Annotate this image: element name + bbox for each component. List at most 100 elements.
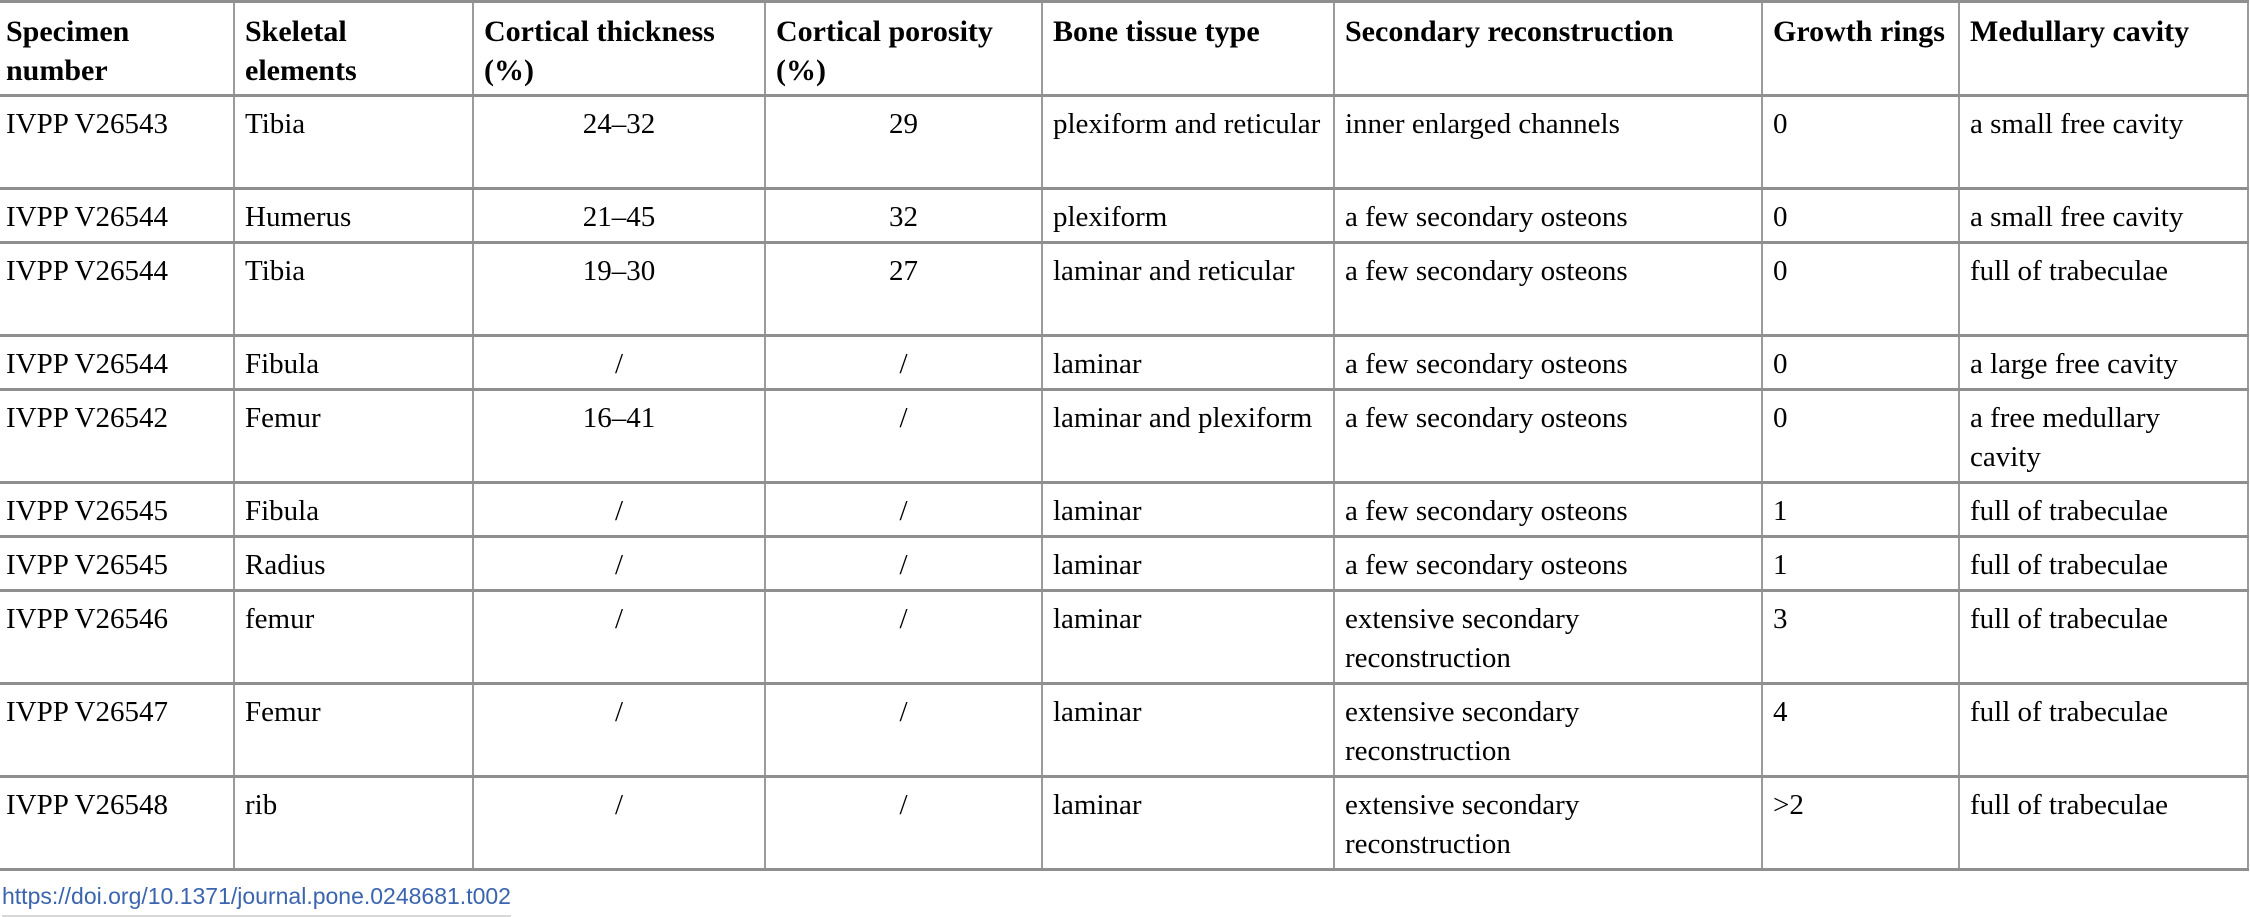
cell-cortical-thickness: 16–41 [472, 388, 765, 483]
col-header-growth-rings: Growth rings [1761, 0, 1959, 96]
cell-bone-tissue-type: plexiform and reticular [1041, 94, 1334, 189]
col-header-medullary-cavity: Medullary cavity [1958, 0, 2249, 96]
cell-specimen-number: IVPP V26543 [0, 94, 234, 189]
col-header-secondary-reconstruction: Secondary reconstruction [1333, 0, 1762, 96]
cell-skeletal-element: Tibia [233, 94, 473, 189]
cell-secondary-reconstruction: a few secondary osteons [1333, 334, 1762, 390]
cell-skeletal-element: Radius [233, 535, 473, 591]
cell-specimen-number: IVPP V26548 [0, 775, 234, 870]
cell-skeletal-element: Humerus [233, 187, 473, 243]
cell-secondary-reconstruction: a few secondary osteons [1333, 187, 1762, 243]
cell-cortical-porosity: / [764, 535, 1042, 591]
cell-specimen-number: IVPP V26544 [0, 334, 234, 390]
cell-cortical-porosity: 32 [764, 187, 1042, 243]
specimen-histology-table: Specimen number Skeletal elements Cortic… [0, 0, 2249, 871]
cell-bone-tissue-type: laminar [1041, 334, 1334, 390]
cell-specimen-number: IVPP V26542 [0, 388, 234, 483]
cell-medullary-cavity: full of trabeculae [1958, 775, 2249, 870]
cell-secondary-reconstruction: a few secondary osteons [1333, 535, 1762, 591]
table-row: IVPP V26544 Humerus 21–45 32 plexiform a… [0, 187, 2249, 243]
cell-cortical-porosity: / [764, 775, 1042, 870]
cell-growth-rings: 1 [1761, 535, 1959, 591]
cell-specimen-number: IVPP V26544 [0, 241, 234, 336]
cell-skeletal-element: Tibia [233, 241, 473, 336]
cell-secondary-reconstruction: extensive secondary reconstruction [1333, 775, 1762, 870]
cell-skeletal-element: Fibula [233, 334, 473, 390]
doi-link[interactable]: https://doi.org/10.1371/journal.pone.024… [2, 883, 511, 917]
cell-bone-tissue-type: laminar [1041, 682, 1334, 777]
cell-medullary-cavity: a free medullary cavity [1958, 388, 2249, 483]
cell-skeletal-element: Femur [233, 388, 473, 483]
cell-secondary-reconstruction: extensive secondary reconstruction [1333, 589, 1762, 684]
table-row: IVPP V26545 Fibula / / laminar a few sec… [0, 481, 2249, 537]
cell-cortical-thickness: / [472, 682, 765, 777]
cell-skeletal-element: Femur [233, 682, 473, 777]
table-row: IVPP V26547 Femur / / laminar extensive … [0, 682, 2249, 777]
cell-cortical-thickness: / [472, 535, 765, 591]
cell-bone-tissue-type: laminar and plexiform [1041, 388, 1334, 483]
cell-bone-tissue-type: laminar [1041, 481, 1334, 537]
cell-bone-tissue-type: laminar and reticular [1041, 241, 1334, 336]
cell-cortical-thickness: 19–30 [472, 241, 765, 336]
cell-cortical-thickness: 24–32 [472, 94, 765, 189]
table-row: IVPP V26548 rib / / laminar extensive se… [0, 775, 2249, 870]
cell-cortical-porosity: 27 [764, 241, 1042, 336]
col-header-cortical-thickness: Cortical thickness (%) [472, 0, 765, 96]
table-row: IVPP V26542 Femur 16–41 / laminar and pl… [0, 388, 2249, 483]
cell-specimen-number: IVPP V26547 [0, 682, 234, 777]
cell-growth-rings: 0 [1761, 187, 1959, 243]
cell-medullary-cavity: full of trabeculae [1958, 481, 2249, 537]
cell-skeletal-element: femur [233, 589, 473, 684]
cell-bone-tissue-type: laminar [1041, 535, 1334, 591]
cell-growth-rings: 0 [1761, 334, 1959, 390]
col-header-cortical-porosity: Cortical porosity (%) [764, 0, 1042, 96]
cell-medullary-cavity: full of trabeculae [1958, 589, 2249, 684]
col-header-specimen-number: Specimen number [0, 0, 234, 96]
cell-cortical-porosity: / [764, 682, 1042, 777]
cell-bone-tissue-type: laminar [1041, 775, 1334, 870]
cell-cortical-porosity: 29 [764, 94, 1042, 189]
cell-secondary-reconstruction: extensive secondary reconstruction [1333, 682, 1762, 777]
cell-growth-rings: 0 [1761, 241, 1959, 336]
cell-specimen-number: IVPP V26546 [0, 589, 234, 684]
table-row: IVPP V26543 Tibia 24–32 29 plexiform and… [0, 94, 2249, 189]
cell-cortical-thickness: / [472, 481, 765, 537]
cell-cortical-porosity: / [764, 589, 1042, 684]
cell-cortical-porosity: / [764, 334, 1042, 390]
table-row: IVPP V26546 femur / / laminar extensive … [0, 589, 2249, 684]
cell-growth-rings: 0 [1761, 388, 1959, 483]
cell-medullary-cavity: full of trabeculae [1958, 241, 2249, 336]
cell-bone-tissue-type: plexiform [1041, 187, 1334, 243]
cell-specimen-number: IVPP V26545 [0, 535, 234, 591]
table-row: IVPP V26544 Tibia 19–30 27 laminar and r… [0, 241, 2249, 336]
cell-secondary-reconstruction: a few secondary osteons [1333, 481, 1762, 537]
table-header-row: Specimen number Skeletal elements Cortic… [0, 0, 2249, 96]
cell-growth-rings: 4 [1761, 682, 1959, 777]
cell-cortical-thickness: / [472, 775, 765, 870]
cell-cortical-thickness: 21–45 [472, 187, 765, 243]
cell-medullary-cavity: full of trabeculae [1958, 682, 2249, 777]
cell-skeletal-element: rib [233, 775, 473, 870]
cell-specimen-number: IVPP V26544 [0, 187, 234, 243]
cell-skeletal-element: Fibula [233, 481, 473, 537]
cell-secondary-reconstruction: a few secondary osteons [1333, 388, 1762, 483]
cell-medullary-cavity: full of trabeculae [1958, 535, 2249, 591]
cell-medullary-cavity: a large free cavity [1958, 334, 2249, 390]
table-row: IVPP V26544 Fibula / / laminar a few sec… [0, 334, 2249, 390]
cell-medullary-cavity: a small free cavity [1958, 187, 2249, 243]
cell-growth-rings: 1 [1761, 481, 1959, 537]
cell-bone-tissue-type: laminar [1041, 589, 1334, 684]
cell-secondary-reconstruction: inner enlarged channels [1333, 94, 1762, 189]
cell-secondary-reconstruction: a few secondary osteons [1333, 241, 1762, 336]
table-row: IVPP V26545 Radius / / laminar a few sec… [0, 535, 2249, 591]
cell-cortical-thickness: / [472, 589, 765, 684]
cell-specimen-number: IVPP V26545 [0, 481, 234, 537]
col-header-skeletal-elements: Skeletal elements [233, 0, 473, 96]
cell-cortical-porosity: / [764, 388, 1042, 483]
cell-growth-rings: 0 [1761, 94, 1959, 189]
cell-cortical-thickness: / [472, 334, 765, 390]
col-header-bone-tissue-type: Bone tissue type [1041, 0, 1334, 96]
cell-growth-rings: 3 [1761, 589, 1959, 684]
cell-growth-rings: >2 [1761, 775, 1959, 870]
cell-cortical-porosity: / [764, 481, 1042, 537]
